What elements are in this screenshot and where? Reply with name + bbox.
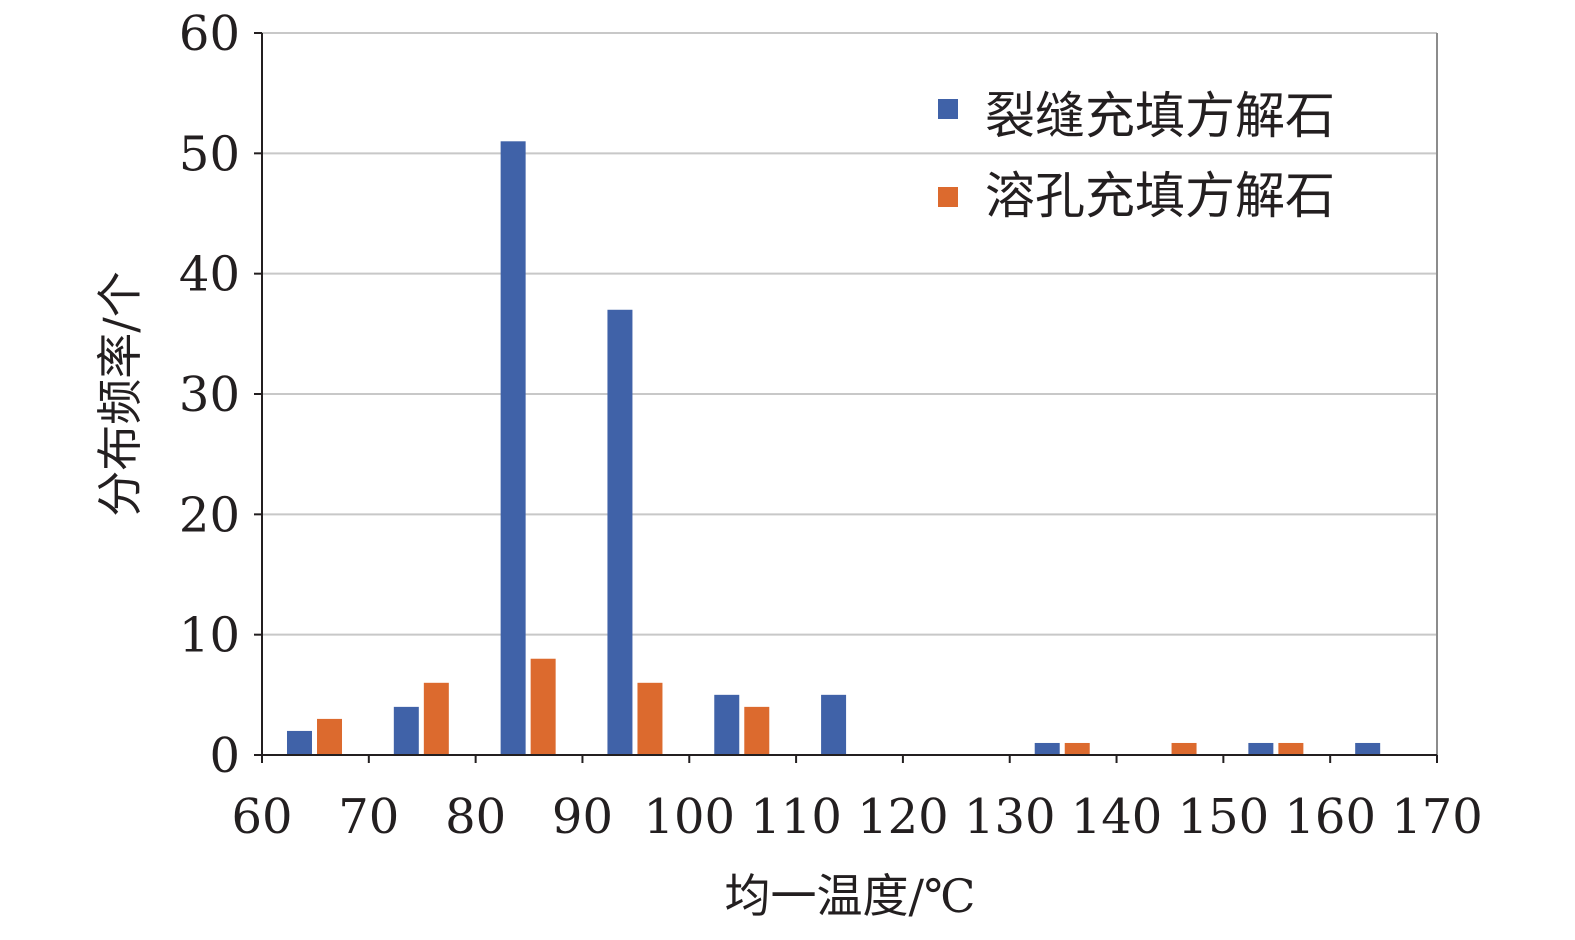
x-tick-label: 120 [857, 789, 949, 845]
bar-series-1 [1248, 742, 1274, 755]
bar-series-1 [500, 141, 526, 756]
x-axis-title: 均一温度/℃ [725, 869, 976, 923]
y-tick-label: 20 [179, 487, 240, 543]
x-tick-label: 140 [1071, 789, 1163, 845]
bar-series-1 [393, 706, 419, 755]
bar-series-1 [1355, 742, 1381, 755]
x-tick-label: 60 [231, 789, 292, 845]
y-tick-label: 30 [179, 367, 240, 423]
axes [254, 32, 1438, 763]
y-axis-title: 分布频率/个 [93, 271, 147, 517]
bar-series-2 [530, 658, 556, 755]
bar-series-2 [423, 682, 449, 755]
legend-swatch-series-1 [938, 99, 958, 119]
x-tick-label: 100 [643, 789, 735, 845]
y-tick-labels: 0 10 20 30 40 50 60 [179, 6, 240, 784]
y-tick-label: 40 [179, 247, 240, 303]
bar-series-2 [637, 682, 663, 755]
grid-lines [262, 32, 1437, 636]
x-tick-label: 70 [338, 789, 399, 845]
bar-series-1 [607, 309, 633, 755]
legend-label-series-2: 溶孔充填方解石 [985, 167, 1335, 225]
y-tick-label: 60 [179, 6, 240, 62]
legend-swatch-series-2 [938, 187, 958, 207]
bar-series-1 [1034, 742, 1060, 755]
bar-series-2 [1064, 742, 1090, 755]
bar-series-1 [714, 694, 740, 755]
y-tick-label: 50 [179, 126, 240, 182]
x-tick-label: 90 [552, 789, 613, 845]
legend: 裂缝充填方解石 溶孔充填方解石 [938, 87, 1335, 225]
bar-series-2 [317, 718, 343, 755]
x-tick-label: 160 [1284, 789, 1376, 845]
y-tick-label: 10 [179, 608, 240, 664]
x-tick-label: 110 [750, 789, 842, 845]
y-tick-label: 0 [209, 728, 240, 784]
x-tick-label: 150 [1178, 789, 1270, 845]
legend-label-series-1: 裂缝充填方解石 [985, 87, 1335, 145]
bar-series-1 [286, 730, 312, 755]
bars [286, 141, 1381, 756]
bar-series-2 [744, 706, 770, 755]
x-tick-labels: 60 70 80 90 100 110 120 130 140 150 160 170 [231, 789, 1482, 845]
x-tick-label: 170 [1391, 789, 1483, 845]
bar-series-2 [1278, 742, 1304, 755]
x-tick-label: 130 [964, 789, 1056, 845]
bar-series-1 [821, 694, 847, 755]
bar-series-2 [1171, 742, 1197, 755]
x-tick-label: 80 [445, 789, 506, 845]
